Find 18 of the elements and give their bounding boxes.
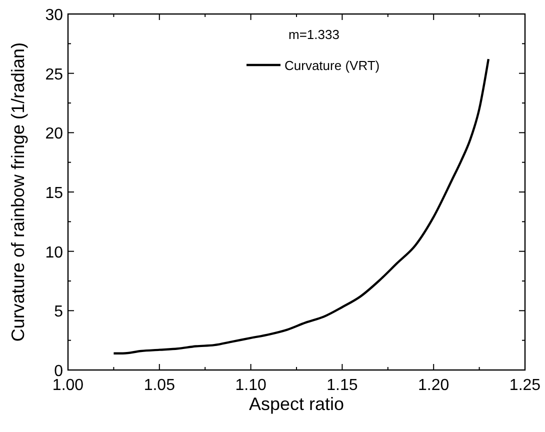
x-tick-label: 1.00 (52, 377, 84, 394)
x-tick-label: 1.10 (235, 377, 266, 394)
y-tick-label: 5 (54, 304, 64, 321)
y-tick-label: 30 (45, 7, 64, 24)
legend-label: Curvature (VRT) (284, 58, 380, 73)
y-tick-label: 20 (45, 126, 64, 143)
x-tick-label: 1.25 (509, 377, 541, 394)
x-axis-title: Aspect ratio (248, 394, 344, 414)
y-tick-label: 0 (54, 363, 64, 380)
x-tick-label: 1.20 (418, 377, 450, 394)
x-tick-label: 1.05 (144, 377, 176, 394)
line-series (112, 58, 490, 354)
y-tick-label: 25 (45, 66, 64, 84)
y-axis-title: Curvature of rainbow fringe (1/radian) (8, 42, 28, 342)
y-tick-label: 15 (45, 185, 64, 202)
y-tick-label: 10 (45, 244, 64, 262)
x-tick-label: 1.15 (326, 377, 358, 394)
legend-title: m=1.333 (288, 27, 340, 42)
